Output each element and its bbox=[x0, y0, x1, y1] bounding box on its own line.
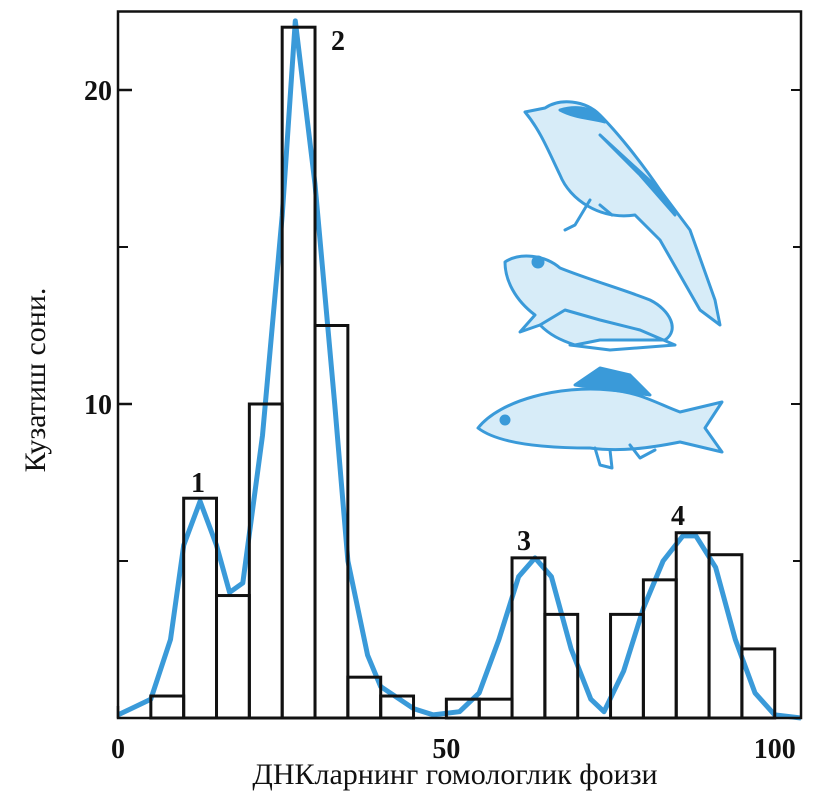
fish bbox=[476, 366, 724, 470]
frog bbox=[503, 254, 677, 352]
x-tick-label: 50 bbox=[432, 734, 460, 765]
peak-label: 2 bbox=[331, 26, 345, 57]
animal-illustrations bbox=[476, 100, 724, 470]
y-tick-label: 10 bbox=[84, 390, 112, 421]
x-tick-label: 100 bbox=[754, 734, 796, 765]
plot-frame bbox=[116, 10, 803, 720]
peak-label: 4 bbox=[671, 501, 685, 532]
histogram-bar bbox=[149, 694, 186, 720]
x-axis-label: ДНКларнинг гомологлик фоизи bbox=[252, 758, 657, 791]
fit-curve bbox=[116, 18, 802, 721]
peak-label: 1 bbox=[191, 468, 205, 499]
peak-label: 3 bbox=[517, 526, 531, 557]
bird bbox=[523, 100, 722, 327]
x-tick-label: 0 bbox=[111, 734, 125, 765]
histogram-bar bbox=[215, 594, 251, 720]
histogram-bar bbox=[346, 675, 383, 720]
histogram-bar bbox=[674, 531, 711, 720]
histogram-bar bbox=[247, 402, 284, 720]
y-tick-label: 20 bbox=[84, 76, 112, 107]
histogram-bar bbox=[477, 697, 514, 720]
histogram-bar bbox=[543, 612, 580, 720]
y-axis-label: Кузатиш сони. bbox=[19, 288, 52, 473]
